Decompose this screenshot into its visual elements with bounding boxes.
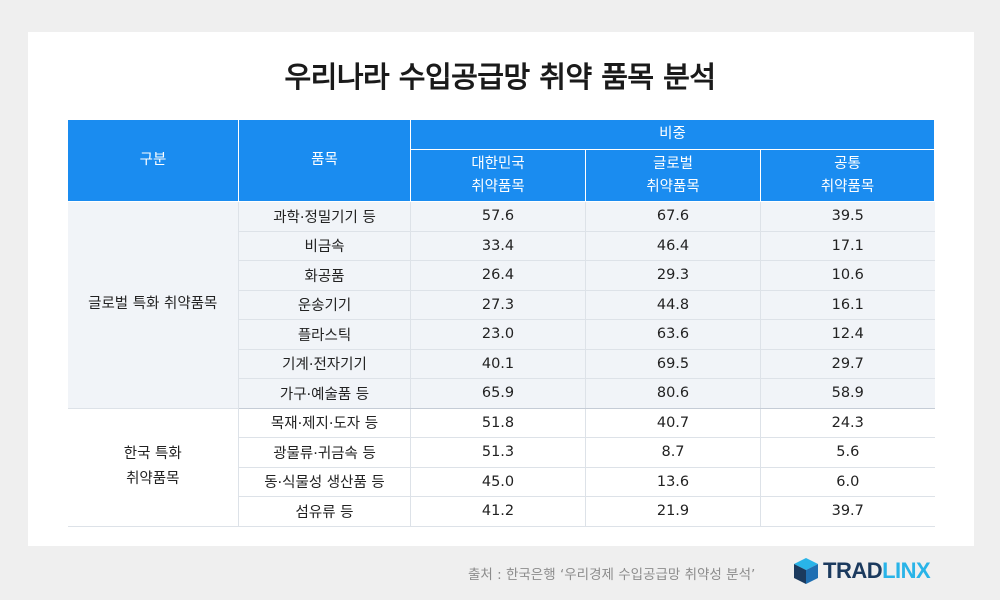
header-korea-line1: 대한민국 — [471, 156, 525, 173]
global-cell: 63.6 — [585, 319, 761, 350]
common-cell: 39.7 — [760, 496, 935, 527]
item-cell: 화공품 — [238, 260, 411, 291]
header-global: 글로벌 취약품목 — [585, 149, 761, 202]
korea-cell: 33.4 — [410, 231, 586, 261]
header-korea: 대한민국 취약품목 — [410, 149, 586, 202]
korea-cell: 40.1 — [410, 349, 586, 379]
table-row: 기계·전자기기 40.1 69.5 29.7 — [68, 349, 935, 379]
common-cell: 16.1 — [760, 290, 935, 320]
table-row: 화공품 26.4 29.3 10.6 — [68, 260, 935, 291]
table-row: 광물류·귀금속 등 51.3 8.7 5.6 — [68, 437, 935, 468]
global-cell: 29.3 — [585, 260, 761, 291]
header-common-line2: 취약품목 — [820, 178, 875, 195]
common-cell: 17.1 — [760, 231, 935, 261]
table-header: 구분 품목 비중 대한민국 취약품목 글로벌 취약품목 공통 취약품목 — [67, 119, 936, 202]
global-cell: 69.5 — [585, 349, 761, 379]
common-cell: 39.5 — [760, 201, 935, 232]
korea-cell: 27.3 — [410, 290, 586, 320]
korea-cell: 23.0 — [410, 319, 586, 350]
global-cell: 40.7 — [585, 408, 761, 438]
item-cell: 운송기기 — [238, 290, 411, 320]
global-cell: 8.7 — [585, 437, 761, 468]
item-cell: 목재·제지·도자 등 — [238, 408, 411, 438]
tradlinx-logo: TRADLINX — [793, 556, 931, 586]
group-label-line1: 한국 특화 — [123, 446, 182, 463]
korea-cell: 26.4 — [410, 260, 586, 291]
global-cell: 13.6 — [585, 467, 761, 497]
global-cell: 46.4 — [585, 231, 761, 261]
group-label: 글로벌 특화 취약품목 — [67, 201, 239, 409]
group-label: 한국 특화 취약품목 — [67, 408, 239, 527]
item-cell: 가구·예술품 등 — [238, 378, 411, 409]
header-global-line2: 취약품목 — [646, 178, 700, 195]
cube-icon — [794, 558, 818, 584]
data-table: 구분 품목 비중 대한민국 취약품목 글로벌 취약품목 공통 취약품목 글로벌 … — [67, 119, 936, 527]
item-cell: 광물류·귀금속 등 — [238, 437, 411, 468]
item-cell: 동·식물성 생산품 등 — [238, 467, 411, 497]
table-row: 플라스틱 23.0 63.6 12.4 — [68, 319, 935, 350]
header-korea-line2: 취약품목 — [471, 178, 525, 195]
common-cell: 24.3 — [760, 408, 935, 438]
global-cell: 67.6 — [585, 201, 761, 232]
table-row: 운송기기 27.3 44.8 16.1 — [68, 290, 935, 320]
header-common: 공통 취약품목 — [759, 149, 936, 202]
common-cell: 58.9 — [760, 378, 935, 409]
header-common-line1: 공통 — [834, 156, 861, 173]
source-note: 출처 : 한국은행 ‘우리경제 수입공급망 취약성 분석’ — [468, 567, 756, 583]
logo-text-trad: TRAD — [823, 558, 883, 583]
korea-cell: 57.6 — [410, 201, 586, 232]
common-cell: 6.0 — [760, 467, 935, 497]
table-row: 한국 특화 취약품목 목재·제지·도자 등 51.8 40.7 24.3 — [67, 408, 935, 527]
header-share: 비중 — [409, 119, 936, 150]
korea-cell: 45.0 — [410, 467, 586, 497]
logo-wordmark: TRADLINX — [823, 558, 931, 584]
korea-cell: 41.2 — [410, 496, 586, 527]
header-item: 품목 — [238, 119, 411, 202]
common-cell: 29.7 — [760, 349, 935, 379]
common-cell: 12.4 — [760, 319, 935, 350]
item-cell: 과학·정밀기기 등 — [238, 201, 411, 232]
header-global-line1: 글로벌 — [652, 156, 694, 173]
item-cell: 섬유류 등 — [238, 496, 411, 527]
logo-text-linx: LINX — [882, 558, 931, 583]
table-row: 동·식물성 생산품 등 45.0 13.6 6.0 — [68, 467, 935, 497]
table-row: 섬유류 등 41.2 21.9 39.7 — [68, 496, 935, 527]
page-title: 우리나라 수입공급망 취약 품목 분석 — [284, 60, 716, 94]
header-category: 구분 — [67, 119, 239, 202]
group-label-line2: 취약품목 — [126, 471, 180, 487]
korea-cell: 65.9 — [410, 378, 586, 409]
global-cell: 21.9 — [585, 496, 761, 527]
item-cell: 비금속 — [238, 231, 411, 261]
table-row: 가구·예술품 등 65.9 80.6 58.9 — [68, 378, 935, 409]
item-cell: 기계·전자기기 — [238, 349, 411, 379]
table-row: 글로벌 특화 취약품목 과학·정밀기기 등 57.6 67.6 39.5 — [67, 201, 935, 409]
item-cell: 플라스틱 — [238, 319, 411, 350]
group-global: 글로벌 특화 취약품목 과학·정밀기기 등 57.6 67.6 39.5 비금속… — [67, 201, 935, 409]
table-row: 비금속 33.4 46.4 17.1 — [68, 231, 935, 261]
global-cell: 80.6 — [585, 378, 761, 409]
group-korea: 한국 특화 취약품목 목재·제지·도자 등 51.8 40.7 24.3 광물류… — [67, 408, 935, 527]
global-cell: 44.8 — [585, 290, 761, 320]
korea-cell: 51.8 — [410, 408, 586, 438]
korea-cell: 51.3 — [410, 437, 586, 468]
common-cell: 10.6 — [760, 260, 935, 291]
common-cell: 5.6 — [760, 437, 935, 468]
